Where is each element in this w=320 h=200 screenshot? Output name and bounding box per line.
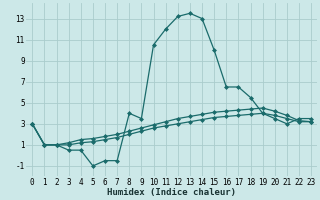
- X-axis label: Humidex (Indice chaleur): Humidex (Indice chaleur): [107, 188, 236, 197]
